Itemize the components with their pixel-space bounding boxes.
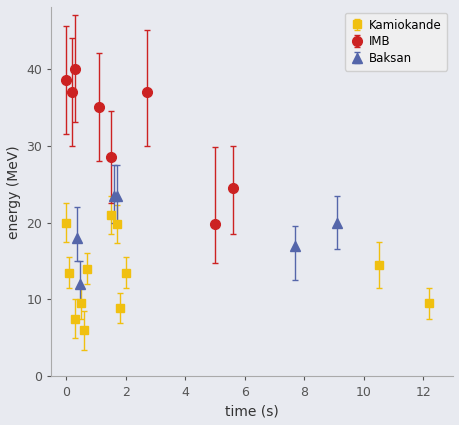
Y-axis label: energy (MeV): energy (MeV): [7, 145, 21, 238]
Legend: Kamiokande, IMB, Baksan: Kamiokande, IMB, Baksan: [344, 13, 446, 71]
X-axis label: time (s): time (s): [225, 404, 279, 418]
